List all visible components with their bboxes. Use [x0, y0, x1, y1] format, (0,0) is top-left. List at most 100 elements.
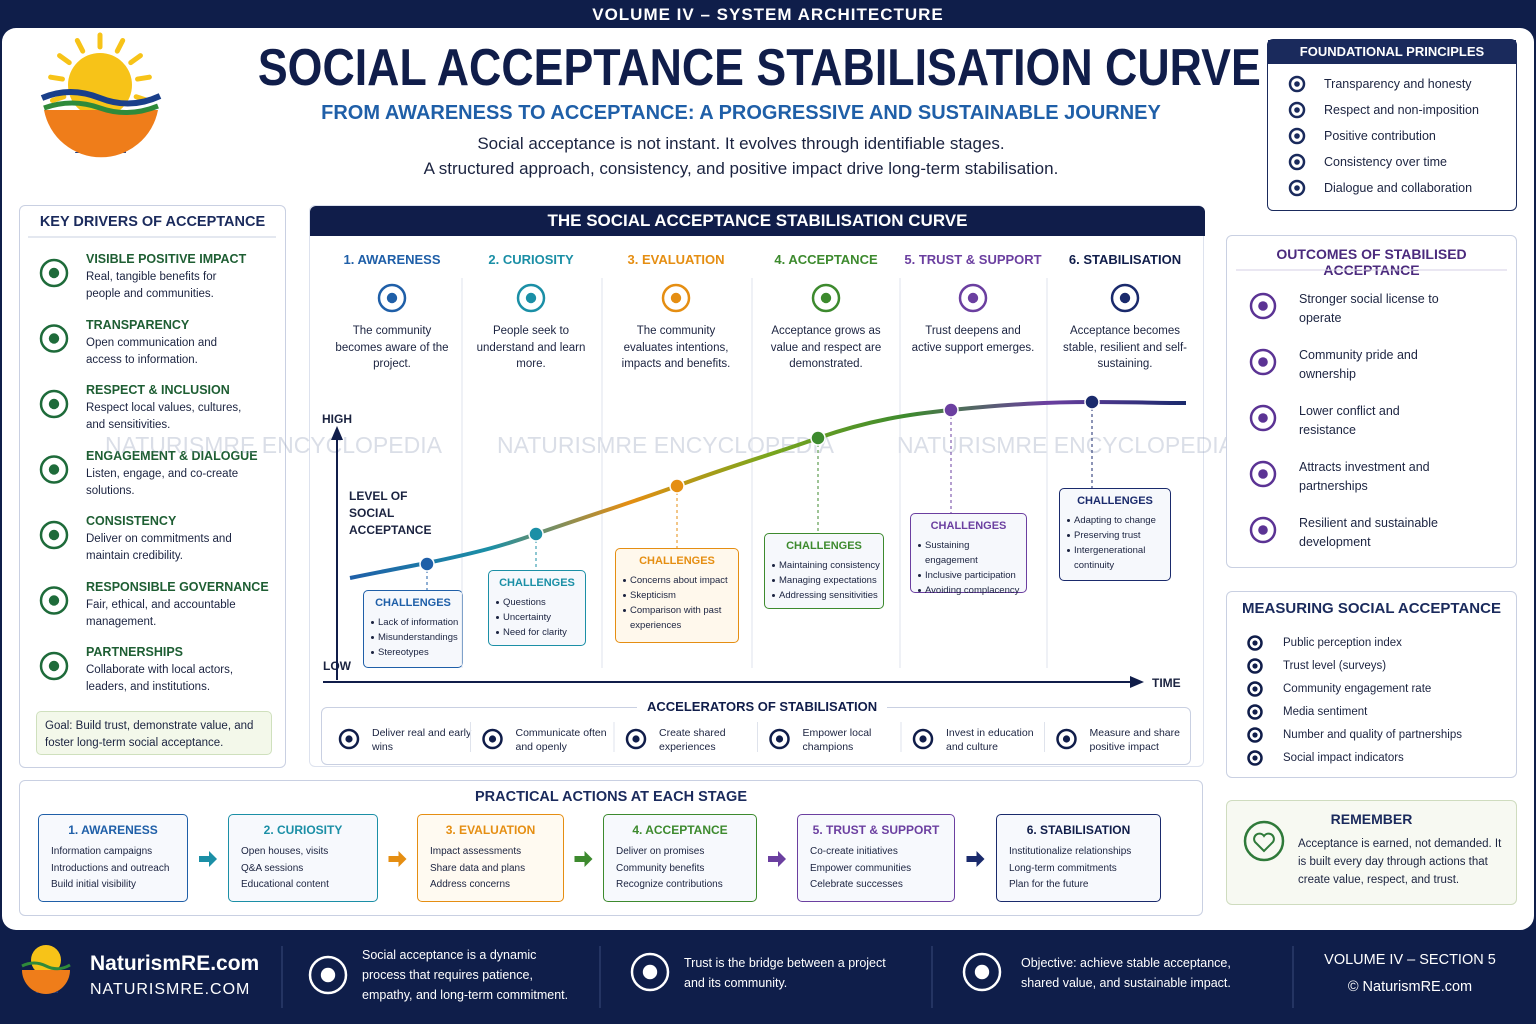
- accelerators-panel: ACCELERATORS OF STABILISATION Deliver rea…: [321, 699, 1191, 765]
- logo-ray: [114, 37, 126, 54]
- action-item: Build initial visibility: [51, 879, 137, 890]
- accelerator-icon-dot: [1062, 735, 1071, 743]
- driver-icon: [39, 586, 69, 615]
- outcome-icon-dot: [1258, 469, 1268, 479]
- challenge-item: Uncertainty: [495, 610, 583, 625]
- drivers-goal: Goal: Build trust, demonstrate value, an…: [36, 711, 272, 755]
- action-box: 6. STABILISATION Institutionalize relatio…: [996, 814, 1161, 902]
- challenges-title: CHALLENGES: [499, 577, 575, 589]
- footer-icon: [962, 952, 1002, 992]
- x-label: TIME: [1152, 676, 1181, 690]
- driver-icon-dot: [48, 464, 60, 475]
- principle-item: Positive contribution: [1324, 129, 1436, 143]
- action-item: Educational content: [241, 879, 329, 890]
- principle-icon: [1288, 75, 1306, 93]
- challenge-text: Concerns about impact: [630, 575, 728, 586]
- stage-title: 4. ACCEPTANCE: [774, 252, 878, 267]
- accelerator-icon: [625, 728, 647, 750]
- principle-item: Dialogue and collaboration: [1324, 181, 1473, 195]
- challenge-text: Maintaining consistency: [779, 560, 880, 571]
- footer-icon: [630, 952, 670, 992]
- action-item: Plan for the future: [1009, 879, 1089, 890]
- action-title: 6. STABILISATION: [1026, 823, 1131, 837]
- stage-text: Acceptance becomes stable, resilient and…: [1063, 325, 1188, 370]
- footer-copyright: © NaturismRE.com: [1347, 979, 1473, 995]
- bullet: [371, 636, 374, 639]
- challenge-item: Adapting to change: [1066, 513, 1168, 528]
- logo-ray: [135, 74, 152, 82]
- stage-text: Trust deepens and active support emerges…: [911, 325, 1035, 354]
- challenges-title: CHALLENGES: [639, 555, 715, 567]
- challenge-text: Stereotypes: [378, 647, 429, 658]
- challenges-box: CHALLENGES Adapting to change Preserving t…: [1059, 488, 1171, 581]
- outcome-item: Attracts investment and partnerships: [1299, 460, 1430, 493]
- challenge-item: Skepticism: [622, 588, 736, 603]
- accelerator-text: Empower local champions: [802, 727, 872, 753]
- principle-icon: [1288, 101, 1306, 119]
- accelerator-text: Measure and share positive impact: [1089, 727, 1180, 753]
- stage-icon-dot: [670, 292, 682, 304]
- principle-item: Respect and non-imposition: [1324, 103, 1479, 117]
- logo-ray: [128, 53, 143, 66]
- challenge-text: Uncertainty: [503, 612, 552, 623]
- stage-icon-dot: [820, 292, 832, 304]
- outcome-item: Community pride and ownership: [1299, 348, 1418, 381]
- challenges-title: CHALLENGES: [930, 520, 1007, 532]
- accelerator-text: Create shared experiences: [659, 727, 726, 753]
- stage-icon: [1110, 283, 1140, 313]
- challenge-item: Comparison with past experiences: [622, 603, 736, 633]
- stage-icon: [811, 283, 841, 313]
- action-box: 4. ACCEPTANCE Deliver on promises Communit…: [603, 814, 757, 902]
- driver-icon: [39, 520, 69, 550]
- remember-heart: [1253, 832, 1275, 853]
- action-item: Impact assessments: [430, 846, 522, 857]
- measure-icon-dot: [1252, 709, 1258, 715]
- measure-item: Social impact indicators: [1283, 752, 1404, 764]
- challenge-item: Avoiding complacency: [917, 583, 1024, 598]
- action-item: Open houses, visits: [241, 846, 329, 857]
- driver-text: Collaborate with local actors, leaders, …: [86, 664, 234, 693]
- y-label: LEVEL OF SOCIAL ACCEPTANCE: [349, 489, 432, 537]
- measure-icon: [1247, 750, 1263, 766]
- challenge-item: Questions: [495, 595, 583, 610]
- stage-icon-dot: [525, 292, 537, 304]
- stage-text: Acceptance grows as value and respect ar…: [770, 325, 882, 370]
- remember-title: REMEMBER: [1330, 811, 1413, 827]
- driver-text: Listen, engage, and co-create solutions.: [86, 467, 239, 497]
- challenge-item: Misunderstandings: [370, 630, 460, 645]
- accelerator-icon: [482, 728, 503, 750]
- footer-volume: VOLUME IV – SECTION 5: [1324, 952, 1496, 968]
- stage-point: [669, 478, 685, 494]
- challenges-list: Adapting to change Preserving trust Interg…: [1066, 513, 1168, 573]
- challenge-item: Maintaining consistency: [771, 558, 881, 573]
- accelerators-title: ACCELERATORS OF STABILISATION: [637, 699, 888, 714]
- driver-icon-dot: [48, 333, 60, 344]
- footer-site: NaturismRE.com: [90, 952, 260, 975]
- challenges-box: CHALLENGES Maintaining consistency Managin…: [764, 533, 884, 609]
- challenges-box: CHALLENGES Lack of information Misundersta…: [363, 590, 463, 668]
- driver-title: RESPECT & INCLUSION: [86, 383, 230, 397]
- driver-icon-dot: [48, 660, 60, 672]
- stage-title: 6. STABILISATION: [1068, 252, 1182, 267]
- outcome-item: Lower conflict and resistance: [1299, 404, 1400, 437]
- accelerator-text: Communicate often and openly: [515, 727, 607, 753]
- bullet: [772, 564, 775, 567]
- principle-icon-dot: [1294, 133, 1300, 139]
- accelerator-icon: [769, 728, 790, 750]
- action-item: Recognize contributions: [616, 879, 723, 890]
- challenge-text: Avoiding complacency: [925, 585, 1020, 596]
- driver-icon: [39, 455, 69, 484]
- footer-note: Social acceptance is a dynamic process t…: [362, 948, 569, 1002]
- stage-point: [810, 430, 826, 446]
- bullet: [623, 594, 626, 597]
- action-item: Empower communities: [810, 862, 912, 874]
- outcome-icon-dot: [1258, 301, 1268, 311]
- action-arrow: [199, 851, 217, 867]
- action-item: Co-create initiatives: [810, 846, 898, 857]
- action-arrow: [966, 851, 985, 867]
- stage-icon: [516, 283, 546, 313]
- principles-title: FOUNDATIONAL PRINCIPLES: [1268, 40, 1516, 64]
- principle-icon: [1288, 127, 1306, 145]
